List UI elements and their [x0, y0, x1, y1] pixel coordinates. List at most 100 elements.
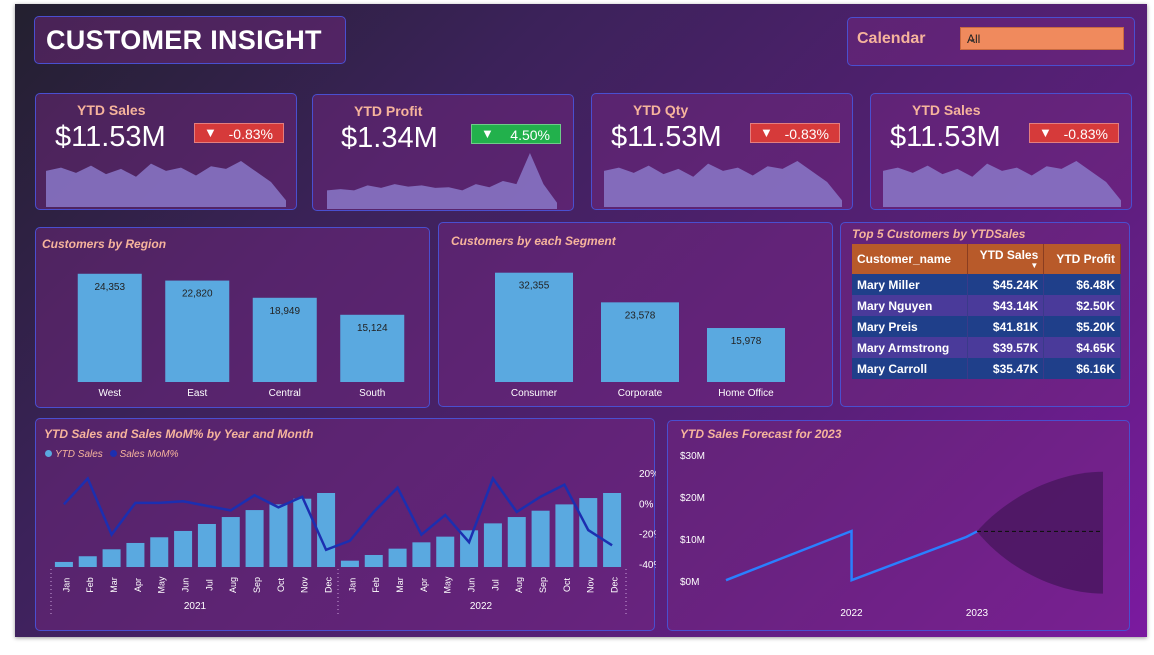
chart-title: Customers by each Segment [451, 234, 616, 248]
calendar-dropdown[interactable]: All ⌄ [960, 27, 1124, 50]
table-row[interactable]: Mary Armstrong $39.57K $4.65K [852, 337, 1121, 358]
kpi-title: YTD Qty [633, 102, 689, 118]
sparkline-area [604, 161, 842, 207]
sales-mom-chart-card[interactable]: YTD Sales and Sales MoM% by Year and Mon… [35, 418, 656, 631]
kpi-card-ytd-qty[interactable]: YTD Qty $11.53M ▼ -0.83% [591, 93, 853, 210]
y-tick-label: 0% [639, 499, 654, 510]
kpi-card-ytd-sales[interactable]: YTD Sales $11.53M ▼ -0.83% [35, 93, 297, 210]
year-label: 2022 [470, 601, 493, 612]
x-tick-label: Sep [252, 577, 262, 593]
bar [707, 328, 785, 382]
top5-table-card[interactable]: Top 5 Customers by YTDSales Customer_nam… [840, 222, 1130, 407]
table-cell: $5.20K [1043, 316, 1121, 337]
column-header-label: YTD Profit [1056, 252, 1115, 266]
legend-swatch-ytd-sales [45, 450, 52, 457]
x-tick-label: Nov [300, 577, 310, 594]
bar-data-label: 24,353 [94, 282, 125, 293]
y-tick-label: $20M [680, 493, 705, 504]
bar [555, 504, 574, 567]
bar-data-label: 23,578 [625, 310, 656, 321]
down-arrow-icon: ▼ [204, 125, 217, 140]
bar [126, 542, 145, 567]
table-cell: $6.16K [1043, 358, 1121, 379]
table-cell: Mary Armstrong [852, 337, 968, 358]
down-arrow-icon: ▼ [760, 125, 773, 140]
kpi-change-value: -0.83% [1063, 126, 1108, 142]
column-header-ytd-sales[interactable]: YTD Sales ▼ [967, 244, 1045, 274]
bar [340, 314, 405, 382]
bar [495, 272, 573, 382]
x-tick-label: Jan [61, 578, 71, 593]
table-row[interactable]: Mary Nguyen $43.14K $2.50K [852, 295, 1121, 316]
x-tick-label: Feb [371, 577, 381, 593]
bar [388, 548, 407, 567]
table-cell: $41.81K [967, 316, 1045, 337]
x-tick-label: Sep [538, 577, 548, 593]
x-tick-label: Home Office [718, 388, 774, 399]
table-cell: Mary Carroll [852, 358, 968, 379]
bar [54, 561, 73, 567]
region-chart-card[interactable]: Customers by Region 24,353 West 22,820 East… [35, 227, 430, 408]
x-tick-label: West [98, 388, 121, 399]
bar [317, 493, 336, 567]
x-tick-label: Mar [395, 577, 405, 593]
chevron-down-icon[interactable]: ⌄ [967, 31, 978, 45]
table-row[interactable]: Mary Carroll $35.47K $6.16K [852, 358, 1121, 379]
bar [507, 517, 526, 567]
x-tick-label: East [187, 388, 207, 399]
x-tick-label: Aug [514, 577, 524, 593]
bar [77, 273, 142, 382]
legend-label: Sales MoM% [119, 449, 179, 460]
column-header-ytd-profit[interactable]: YTD Profit [1043, 244, 1121, 274]
bar [483, 523, 502, 567]
chart-title: YTD Sales and Sales MoM% by Year and Mon… [44, 427, 314, 441]
x-tick-label: Dec [609, 577, 619, 594]
kpi-title: YTD Profit [354, 103, 423, 119]
bar-data-label: 15,124 [357, 323, 388, 334]
top5-customers-table: Customer_name YTD Sales ▼ YTD Profit Mary… [852, 244, 1121, 379]
x-tick-label: Mar [109, 577, 119, 593]
table-cell: $43.14K [967, 295, 1045, 316]
table-row[interactable]: Mary Miller $45.24K $6.48K [852, 274, 1121, 295]
x-tick-label: May [157, 576, 167, 594]
kpi-change-badge: ▼ 4.50% [471, 124, 561, 144]
bar [245, 510, 264, 567]
sort-descending-icon[interactable]: ▼ [1030, 261, 1039, 270]
forecast-chart-card[interactable]: YTD Sales Forecast for 2023 $30M $20M $10M… [667, 420, 1130, 631]
chart-title: YTD Sales Forecast for 2023 [680, 427, 842, 441]
bar [603, 493, 622, 567]
kpi-sparkline [883, 161, 1121, 207]
forecast-line-chart: $30M $20M $10M $0M 2022 2023 [680, 451, 1103, 619]
table-row[interactable]: Mary Preis $41.81K $5.20K [852, 316, 1121, 337]
x-tick-label: Nov [586, 577, 596, 594]
bar [579, 498, 598, 567]
kpi-change-badge: ▼ -0.83% [1029, 123, 1119, 143]
table-cell: $35.47K [967, 358, 1045, 379]
legend-label: YTD Sales [55, 449, 103, 460]
table-cell: $4.65K [1043, 337, 1121, 358]
bar [340, 560, 359, 567]
x-tick-label: May [443, 576, 453, 594]
bar [531, 510, 550, 567]
sparkline-area [327, 153, 557, 209]
mom-line [62, 475, 613, 552]
column-header-customer-name[interactable]: Customer_name [852, 244, 968, 274]
x-tick-label: Jun [180, 578, 190, 593]
chart-legend: YTD Sales Sales MoM% [45, 449, 178, 460]
bar [293, 498, 312, 567]
bar [436, 536, 455, 567]
table-cell: $2.50K [1043, 295, 1121, 316]
x-tick-label: Oct [562, 578, 572, 593]
x-tick-label: Jan [347, 578, 357, 593]
segment-chart-card[interactable]: Customers by each Segment 32,355 Consumer… [438, 222, 833, 407]
bar-data-label: 15,978 [731, 336, 762, 347]
kpi-card-ytd-profit[interactable]: YTD Profit $1.34M ▼ 4.50% [312, 94, 574, 211]
x-tick-label: 2022 [840, 608, 863, 619]
bar [102, 549, 121, 567]
dashboard-canvas: CUSTOMER INSIGHT Calendar All ⌄ YTD Sale… [15, 4, 1147, 637]
kpi-card-ytd-sales-2[interactable]: YTD Sales $11.53M ▼ -0.83% [870, 93, 1132, 210]
bar-data-label: 32,355 [519, 281, 550, 292]
bar [269, 504, 288, 567]
y-tick-label: $10M [680, 535, 705, 546]
kpi-change-badge: ▼ -0.83% [750, 123, 840, 143]
